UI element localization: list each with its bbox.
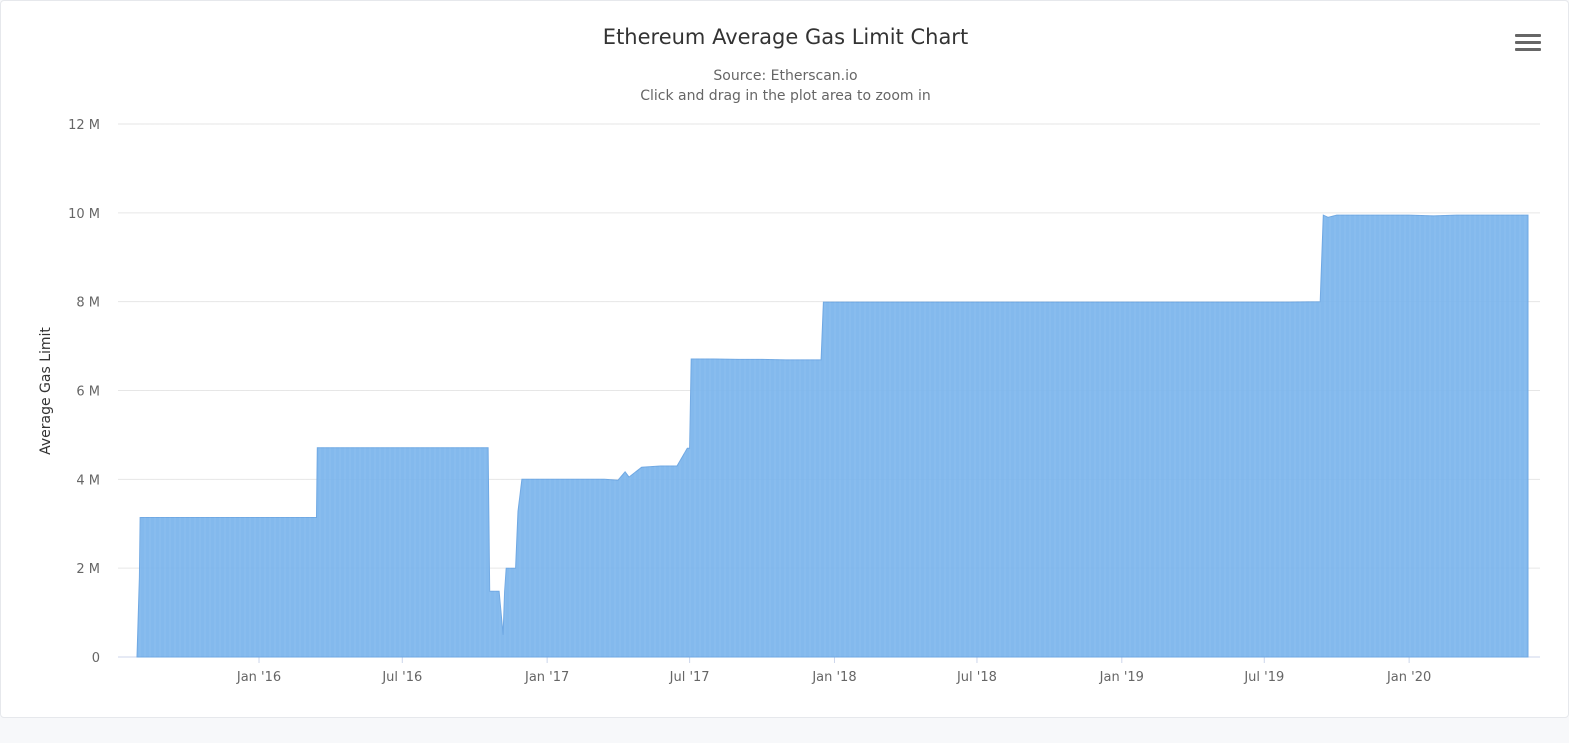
y-tick-label: 2 M xyxy=(76,562,100,577)
x-tick-label: Jul '17 xyxy=(669,670,710,685)
y-tick-label: 6 M xyxy=(76,385,100,400)
chart-zoom-hint: Click and drag in the plot area to zoom … xyxy=(640,88,931,104)
gas-limit-area-series[interactable] xyxy=(136,214,1529,658)
y-tick-label: 12 M xyxy=(68,118,100,133)
y-tick-label: 0 xyxy=(92,651,100,666)
x-tick-label: Jan '16 xyxy=(236,670,281,685)
x-tick-label: Jul '19 xyxy=(1243,670,1284,685)
y-tick-label: 8 M xyxy=(76,296,100,311)
x-tick-label: Jan '18 xyxy=(811,670,856,685)
y-tick-label: 4 M xyxy=(76,473,100,488)
y-tick-label: 10 M xyxy=(68,207,100,222)
chart-source: Source: Etherscan.io xyxy=(713,68,858,84)
x-tick-label: Jan '20 xyxy=(1386,670,1431,685)
x-tick-label: Jan '19 xyxy=(1099,670,1144,685)
x-tick-label: Jul '18 xyxy=(956,670,997,685)
x-tick-label: Jan '17 xyxy=(524,670,569,685)
hamburger-menu-icon[interactable] xyxy=(1515,34,1541,56)
x-tick-label: Jul '16 xyxy=(381,670,422,685)
chart-title: Ethereum Average Gas Limit Chart xyxy=(602,25,969,49)
column-texture xyxy=(139,124,1526,657)
